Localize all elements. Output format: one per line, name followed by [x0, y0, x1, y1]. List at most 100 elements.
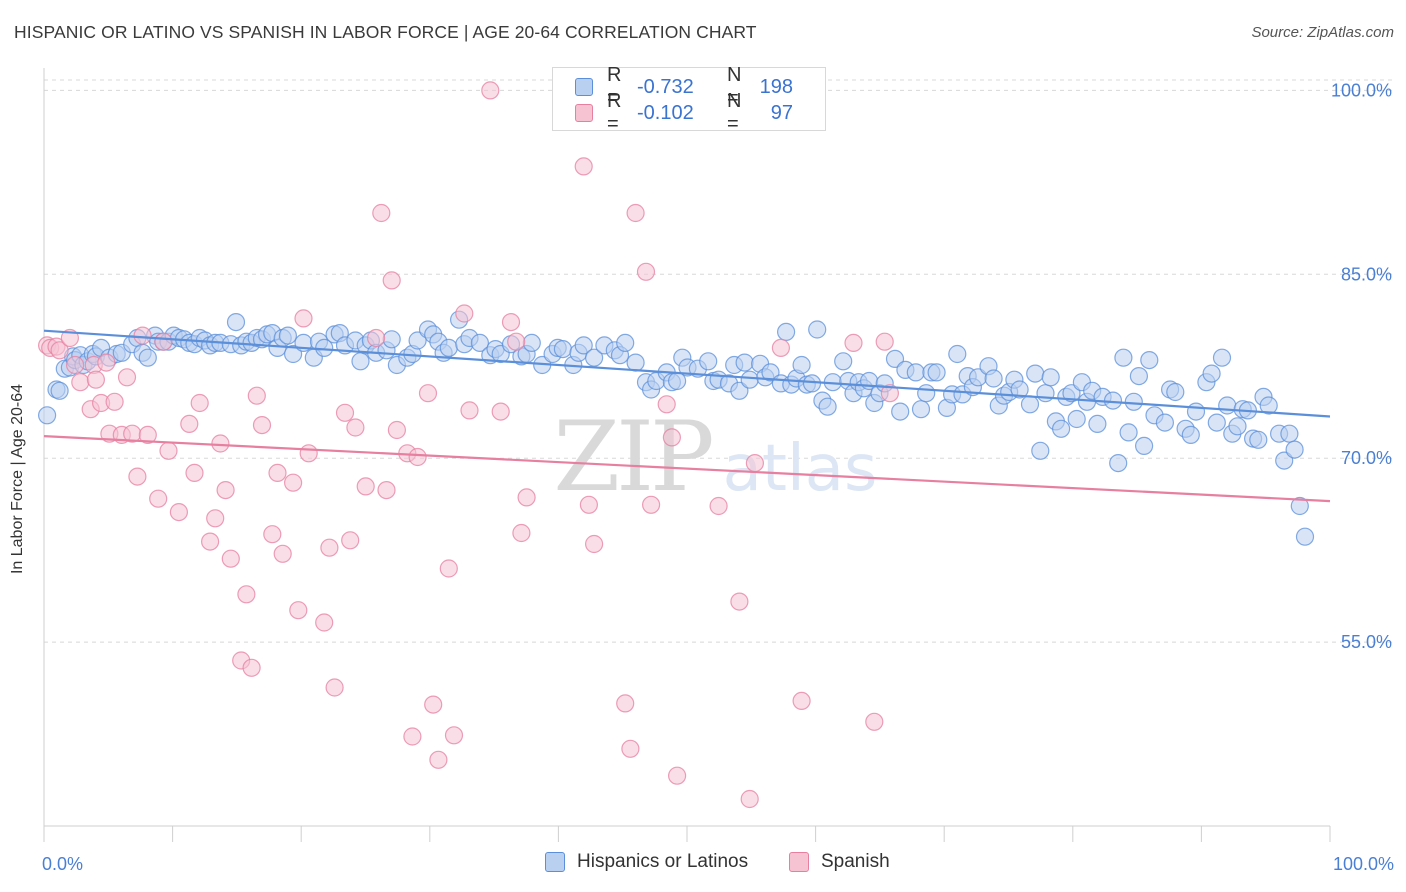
legend-r-value: -0.732 — [637, 75, 694, 98]
data-point — [273, 544, 292, 563]
data-point — [418, 384, 438, 403]
data-point — [1295, 527, 1315, 546]
bottom-legend-swatch-blue — [545, 852, 565, 872]
source-label: Source: ZipAtlas.com — [1251, 24, 1394, 41]
watermark-zip: ZIP — [553, 401, 712, 513]
legend-r-label: R = — [607, 64, 622, 109]
data-point — [481, 81, 500, 100]
data-point — [1010, 380, 1029, 399]
data-point — [927, 363, 946, 382]
data-point — [517, 488, 536, 507]
data-point — [621, 739, 640, 758]
data-point — [169, 502, 188, 522]
data-point — [865, 712, 884, 731]
data-point — [1036, 384, 1055, 403]
data-point — [65, 355, 85, 375]
data-point — [154, 332, 173, 351]
data-point — [740, 789, 759, 809]
data-point — [776, 322, 796, 341]
data-point — [211, 434, 230, 453]
data-point — [1067, 409, 1086, 429]
data-point — [501, 313, 521, 332]
data-point — [226, 313, 246, 332]
data-point — [185, 463, 204, 482]
data-point — [1202, 364, 1221, 383]
data-point — [667, 766, 687, 785]
data-point — [284, 473, 303, 492]
axes — [43, 68, 1331, 842]
data-point — [429, 750, 448, 769]
data-point — [636, 262, 656, 281]
data-point — [792, 691, 811, 711]
data-point — [320, 538, 339, 557]
data-point — [1124, 392, 1143, 411]
data-point — [579, 495, 599, 514]
data-point — [1026, 364, 1045, 383]
data-point — [180, 414, 199, 433]
y-tick-label: 70.0% — [1341, 448, 1392, 468]
legend-r-label: R = — [607, 90, 622, 135]
data-point — [382, 271, 401, 290]
data-point — [584, 534, 604, 554]
legend-row-spanish: R = -0.102 N = 97 — [575, 90, 793, 135]
data-point — [911, 400, 931, 419]
y-tick-labels: 55.0% 70.0% 85.0% 100.0% — [1331, 80, 1392, 652]
data-point — [808, 320, 827, 339]
data-point — [341, 531, 360, 550]
data-point — [626, 203, 645, 223]
data-point — [730, 381, 749, 400]
bottom-legend-label: Hispanics or Latinos — [577, 851, 749, 872]
data-point — [1140, 351, 1159, 370]
legend-n-value: 97 — [770, 101, 793, 124]
data-point — [117, 368, 137, 387]
data-point — [1218, 396, 1237, 415]
legend-swatch-blue — [575, 78, 593, 96]
data-point — [424, 695, 443, 714]
trend-line — [43, 435, 1331, 503]
data-point — [335, 403, 355, 422]
data-point — [735, 353, 754, 372]
data-point — [745, 454, 765, 473]
watermark: ZIP atlas — [553, 401, 877, 513]
data-point — [460, 401, 479, 420]
data-point — [662, 428, 682, 447]
data-point — [948, 344, 967, 364]
data-point — [906, 363, 925, 382]
data-point — [885, 349, 905, 368]
legend-n-value: 198 — [759, 75, 793, 98]
data-point — [844, 333, 863, 352]
x-tick-label: 100.0% — [1333, 854, 1394, 874]
data-point — [1062, 384, 1081, 403]
data-point — [268, 463, 287, 482]
data-point — [616, 333, 635, 352]
data-point — [1031, 441, 1050, 460]
data-point — [616, 694, 635, 713]
data-point — [984, 369, 1003, 388]
data-point — [351, 352, 370, 371]
data-point — [709, 496, 728, 516]
data-point — [1280, 424, 1299, 443]
y-tick-label: 85.0% — [1341, 264, 1392, 284]
y-tick-label: 55.0% — [1341, 632, 1392, 652]
data-point — [377, 481, 396, 500]
data-point — [491, 402, 510, 421]
data-point — [299, 444, 318, 463]
data-point — [834, 352, 853, 371]
data-point — [1051, 419, 1071, 438]
trend-line — [43, 329, 1331, 418]
legend-n-label: N = — [727, 64, 742, 109]
data-point — [138, 348, 157, 367]
data-point — [201, 532, 220, 551]
data-point — [278, 326, 297, 345]
data-point — [346, 418, 365, 437]
bottom-legend-spanish: Spanish — [789, 851, 890, 873]
data-point — [584, 348, 604, 367]
data-point — [1155, 413, 1175, 432]
data-point — [325, 678, 344, 697]
data-point — [1207, 413, 1226, 432]
data-point — [522, 333, 541, 352]
data-point — [1114, 348, 1133, 367]
data-point — [408, 447, 427, 467]
series-hispanics-points — [37, 310, 1315, 546]
